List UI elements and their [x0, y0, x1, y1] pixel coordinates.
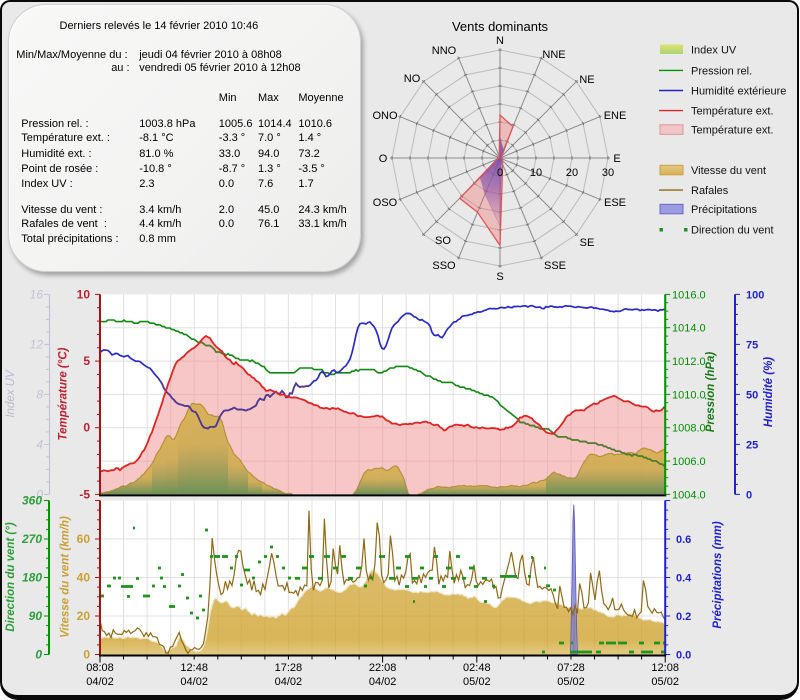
- svg-text:5: 5: [83, 354, 90, 368]
- svg-text:ESE: ESE: [604, 197, 626, 209]
- svg-text:08:08: 08:08: [86, 662, 114, 674]
- svg-text:20: 20: [77, 609, 91, 623]
- svg-text:1016.0: 1016.0: [672, 289, 706, 301]
- svg-text:SSO: SSO: [432, 260, 456, 272]
- svg-text:12: 12: [30, 337, 44, 351]
- svg-text:Précipitations: Précipitations: [691, 204, 758, 216]
- svg-text:04/02: 04/02: [369, 676, 397, 688]
- svg-text:270: 270: [21, 532, 42, 546]
- svg-text:Index UV: Index UV: [691, 44, 737, 56]
- svg-text:NNO: NNO: [432, 45, 457, 57]
- svg-text:Direction du vent (°): Direction du vent (°): [5, 522, 17, 632]
- svg-text:02:48: 02:48: [463, 662, 491, 674]
- svg-text:NNE: NNE: [542, 49, 565, 61]
- svg-text:Index UV: Index UV: [5, 369, 17, 418]
- svg-text:16: 16: [30, 287, 44, 301]
- svg-text:0: 0: [36, 487, 43, 501]
- svg-text:0: 0: [497, 167, 503, 179]
- svg-text:8: 8: [36, 387, 43, 401]
- svg-text:60: 60: [77, 532, 91, 546]
- svg-text:25: 25: [746, 439, 758, 451]
- svg-text:04/02: 04/02: [275, 676, 303, 688]
- svg-text:S: S: [496, 271, 503, 283]
- svg-text:10: 10: [77, 287, 91, 301]
- svg-text:1012.0: 1012.0: [672, 356, 706, 368]
- svg-text:22:08: 22:08: [369, 662, 397, 674]
- svg-text:12:48: 12:48: [180, 662, 208, 674]
- svg-text:0: 0: [83, 421, 90, 435]
- svg-text:0: 0: [35, 648, 42, 662]
- svg-text:E: E: [613, 153, 620, 165]
- svg-text:75: 75: [746, 339, 758, 351]
- svg-text:20: 20: [566, 167, 578, 179]
- svg-text:05/02: 05/02: [651, 676, 679, 688]
- svg-text:1006.0: 1006.0: [672, 456, 706, 468]
- svg-text:SO: SO: [435, 235, 451, 247]
- svg-text:N: N: [496, 35, 504, 47]
- svg-text:Pression (hPa): Pression (hPa): [705, 352, 717, 433]
- svg-text:90: 90: [29, 609, 43, 623]
- svg-text:Vitesse du vent: Vitesse du vent: [691, 165, 766, 177]
- svg-text:Rafales: Rafales: [691, 185, 729, 197]
- svg-text:Pression rel.: Pression rel.: [691, 65, 752, 77]
- svg-text:1014.0: 1014.0: [672, 323, 706, 335]
- svg-text:Vitesse du vent (km/h): Vitesse du vent (km/h): [60, 516, 72, 638]
- svg-text:04/02: 04/02: [86, 676, 114, 688]
- svg-text:0.4: 0.4: [676, 573, 692, 585]
- svg-text:10: 10: [530, 167, 542, 179]
- svg-text:1008.0: 1008.0: [672, 423, 706, 435]
- svg-text:O: O: [379, 153, 388, 165]
- svg-text:Direction du vent: Direction du vent: [691, 225, 774, 237]
- svg-text:Température ext.: Température ext.: [691, 125, 774, 137]
- svg-text:180: 180: [22, 571, 42, 585]
- svg-text:ONO: ONO: [372, 110, 398, 122]
- svg-text:1004.0: 1004.0: [672, 489, 706, 501]
- svg-text:OSO: OSO: [373, 197, 398, 209]
- svg-text:05/02: 05/02: [557, 676, 585, 688]
- svg-text:05/02: 05/02: [463, 676, 491, 688]
- svg-text:12:08: 12:08: [651, 662, 679, 674]
- svg-text:ENE: ENE: [604, 110, 627, 122]
- svg-text:100: 100: [746, 289, 764, 301]
- svg-text:0.0: 0.0: [676, 650, 691, 662]
- svg-text:30: 30: [602, 167, 614, 179]
- svg-text:360: 360: [22, 494, 42, 508]
- svg-text:1010.0: 1010.0: [672, 389, 706, 401]
- svg-text:Température ext.: Température ext.: [691, 106, 774, 118]
- svg-text:SSE: SSE: [544, 260, 566, 272]
- svg-text:0.6: 0.6: [676, 534, 691, 546]
- svg-text:4: 4: [36, 437, 43, 451]
- svg-text:50: 50: [746, 389, 758, 401]
- svg-text:Humidité extérieure: Humidité extérieure: [691, 86, 786, 98]
- svg-text:40: 40: [77, 571, 91, 585]
- svg-text:NO: NO: [404, 73, 421, 85]
- svg-text:0: 0: [83, 648, 90, 662]
- svg-text:Humidité (%): Humidité (%): [763, 357, 775, 427]
- svg-text:07:28: 07:28: [557, 662, 585, 674]
- svg-text:0.2: 0.2: [676, 611, 691, 623]
- svg-text:Température (°C): Température (°C): [58, 347, 70, 440]
- svg-text:04/02: 04/02: [180, 676, 208, 688]
- svg-text:-5: -5: [79, 487, 90, 501]
- svg-text:0: 0: [746, 489, 752, 501]
- svg-text:Vents dominants: Vents dominants: [452, 19, 549, 34]
- svg-text:SE: SE: [580, 237, 595, 249]
- svg-text:Précipitations (mm): Précipitations (mm): [712, 521, 724, 629]
- svg-text:NE: NE: [579, 74, 594, 86]
- svg-text:17:28: 17:28: [275, 662, 303, 674]
